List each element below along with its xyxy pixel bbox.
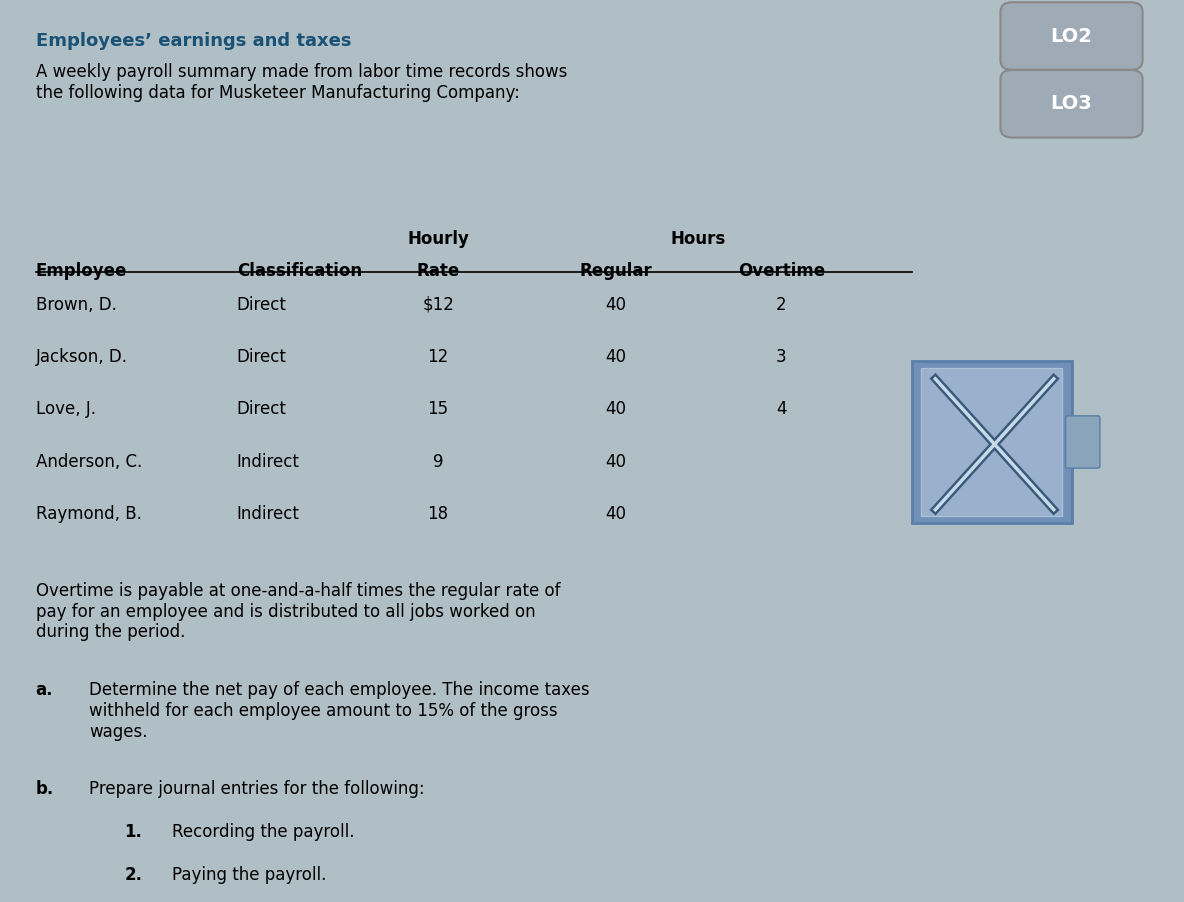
Text: Paying the payroll.: Paying the payroll. [172,866,326,884]
Text: Employees’ earnings and taxes: Employees’ earnings and taxes [36,32,350,50]
Text: Rate: Rate [417,262,459,280]
Text: Love, J.: Love, J. [36,400,96,419]
FancyBboxPatch shape [921,368,1062,516]
FancyBboxPatch shape [1000,2,1143,70]
Text: Overtime is payable at one-and-a-half times the regular rate of
pay for an emplo: Overtime is payable at one-and-a-half ti… [36,582,560,641]
Text: Brown, D.: Brown, D. [36,296,116,314]
Text: 15: 15 [427,400,449,419]
Text: Direct: Direct [237,348,287,366]
Text: 40: 40 [605,400,626,419]
Text: 4: 4 [777,400,786,419]
Text: 9: 9 [433,453,443,471]
Text: Anderson, C.: Anderson, C. [36,453,142,471]
FancyBboxPatch shape [1000,70,1143,137]
Text: 12: 12 [427,348,449,366]
Text: Raymond, B.: Raymond, B. [36,505,141,523]
Text: LO2: LO2 [1050,26,1093,46]
Text: Overtime: Overtime [738,262,825,280]
FancyBboxPatch shape [1066,416,1100,468]
Text: A weekly payroll summary made from labor time records shows
the following data f: A weekly payroll summary made from labor… [36,63,567,102]
Text: Hourly: Hourly [407,230,469,248]
Text: Regular: Regular [579,262,652,280]
Text: 40: 40 [605,453,626,471]
Text: 2.: 2. [124,866,142,884]
FancyBboxPatch shape [912,361,1072,523]
Text: Recording the payroll.: Recording the payroll. [172,823,354,841]
Text: Employee: Employee [36,262,127,280]
Text: 18: 18 [427,505,449,523]
Text: Classification: Classification [237,262,362,280]
Text: Prepare journal entries for the following:: Prepare journal entries for the followin… [89,780,424,798]
Text: Jackson, D.: Jackson, D. [36,348,128,366]
Text: Hours: Hours [671,230,726,248]
Text: 40: 40 [605,296,626,314]
Text: 40: 40 [605,348,626,366]
Text: 2: 2 [777,296,786,314]
Text: 40: 40 [605,505,626,523]
Text: b.: b. [36,780,53,798]
Text: $12: $12 [423,296,453,314]
Text: Determine the net pay of each employee. The income taxes
withheld for each emplo: Determine the net pay of each employee. … [89,681,590,741]
Text: Direct: Direct [237,400,287,419]
Text: Indirect: Indirect [237,453,300,471]
Text: a.: a. [36,681,53,699]
Text: LO3: LO3 [1050,94,1093,114]
Text: 1.: 1. [124,823,142,841]
Text: Direct: Direct [237,296,287,314]
Text: Indirect: Indirect [237,505,300,523]
Text: 3: 3 [777,348,786,366]
